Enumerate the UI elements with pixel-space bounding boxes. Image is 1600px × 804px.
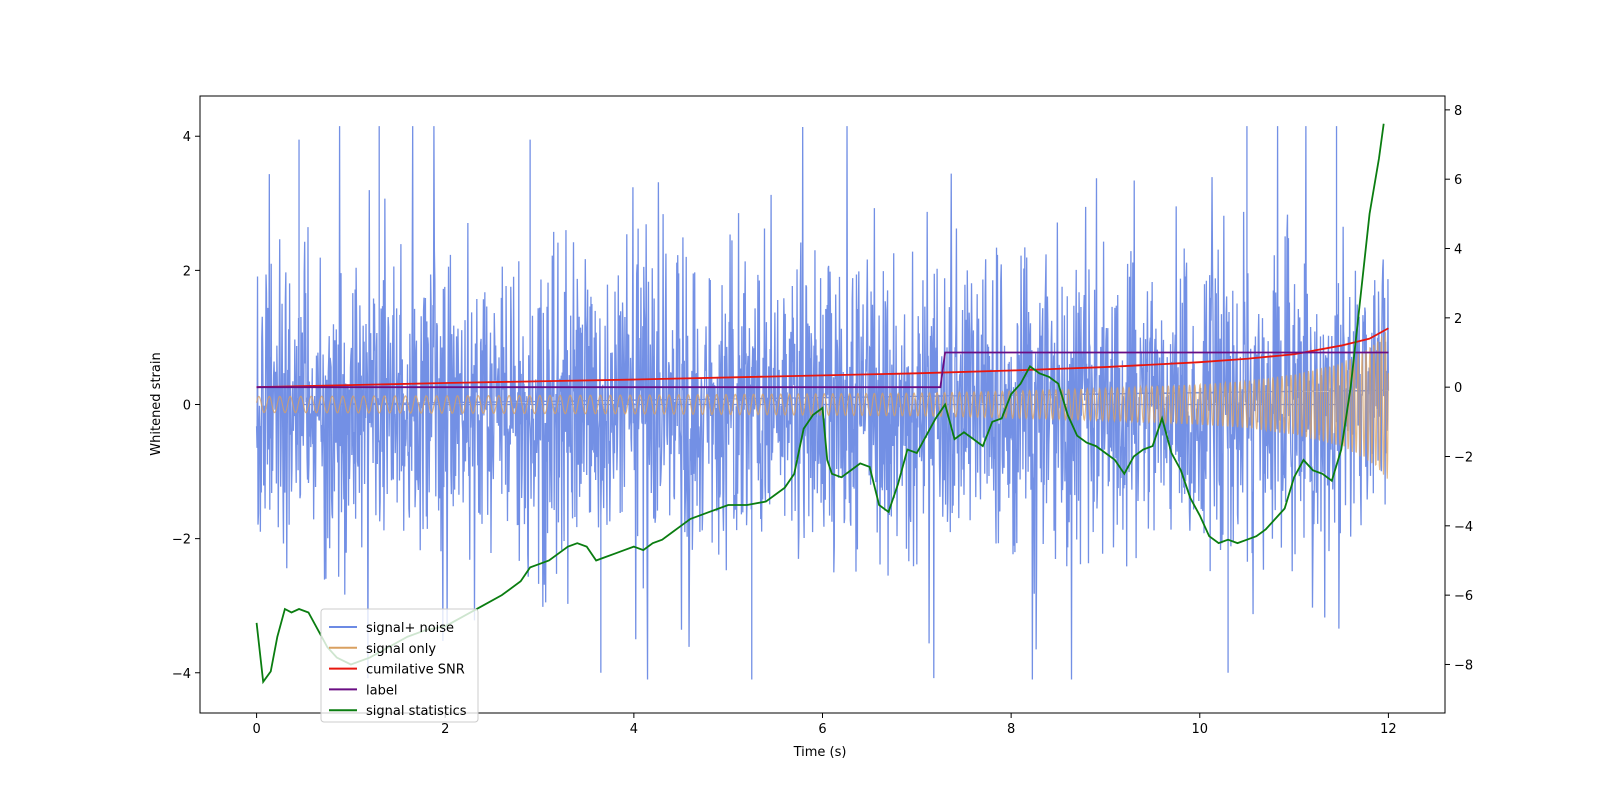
series-cumulative-snr [256, 327, 1389, 389]
y2-tick-label: −8 [1454, 658, 1473, 673]
y-axis-left: 4 2 0 −2 −4 [172, 130, 200, 682]
x-tick-label: 2 [441, 722, 449, 737]
y-axis-right: 8 6 4 2 0 −2 −4 −6 −8 [1445, 104, 1473, 673]
y2-tick-label: 0 [1454, 381, 1462, 396]
legend: signal+ noise signal only cumilative SNR la… [320, 608, 479, 723]
y-tick-label: 2 [183, 264, 191, 279]
x-tick-label: 6 [818, 722, 826, 737]
y2-tick-label: 6 [1454, 173, 1462, 188]
y-tick-label: −2 [172, 533, 191, 548]
y2-tick-label: −2 [1454, 450, 1473, 465]
x-tick-label: 8 [1007, 722, 1015, 737]
y-tick-label: 4 [183, 130, 191, 145]
series-signal-statistics [255, 123, 1385, 685]
series-signal-only [256, 332, 1390, 479]
x-tick-label: 12 [1380, 722, 1397, 737]
x-tick-label: 10 [1191, 722, 1208, 737]
y2-tick-label: −6 [1454, 589, 1473, 604]
x-tick-label: 0 [252, 722, 260, 737]
series-label [256, 351, 1389, 389]
y2-tick-label: 4 [1454, 243, 1462, 258]
y2-tick-label: −4 [1454, 520, 1473, 535]
legend-box [320, 608, 479, 723]
y2-tick-label: 8 [1454, 104, 1462, 119]
legend-label: signal only [366, 642, 436, 657]
legend-label: signal statistics [366, 704, 467, 719]
y-tick-label: −4 [172, 667, 191, 682]
x-tick-label: 4 [630, 722, 638, 737]
y-tick-label: 0 [183, 399, 191, 414]
x-axis-label: Time (s) [793, 745, 847, 760]
legend-label: signal+ noise [366, 621, 454, 636]
legend-label: label [366, 683, 397, 698]
y-axis-label: Whitened strain [149, 352, 164, 455]
y2-tick-label: 2 [1454, 312, 1462, 327]
legend-label: cumilative SNR [366, 663, 465, 678]
